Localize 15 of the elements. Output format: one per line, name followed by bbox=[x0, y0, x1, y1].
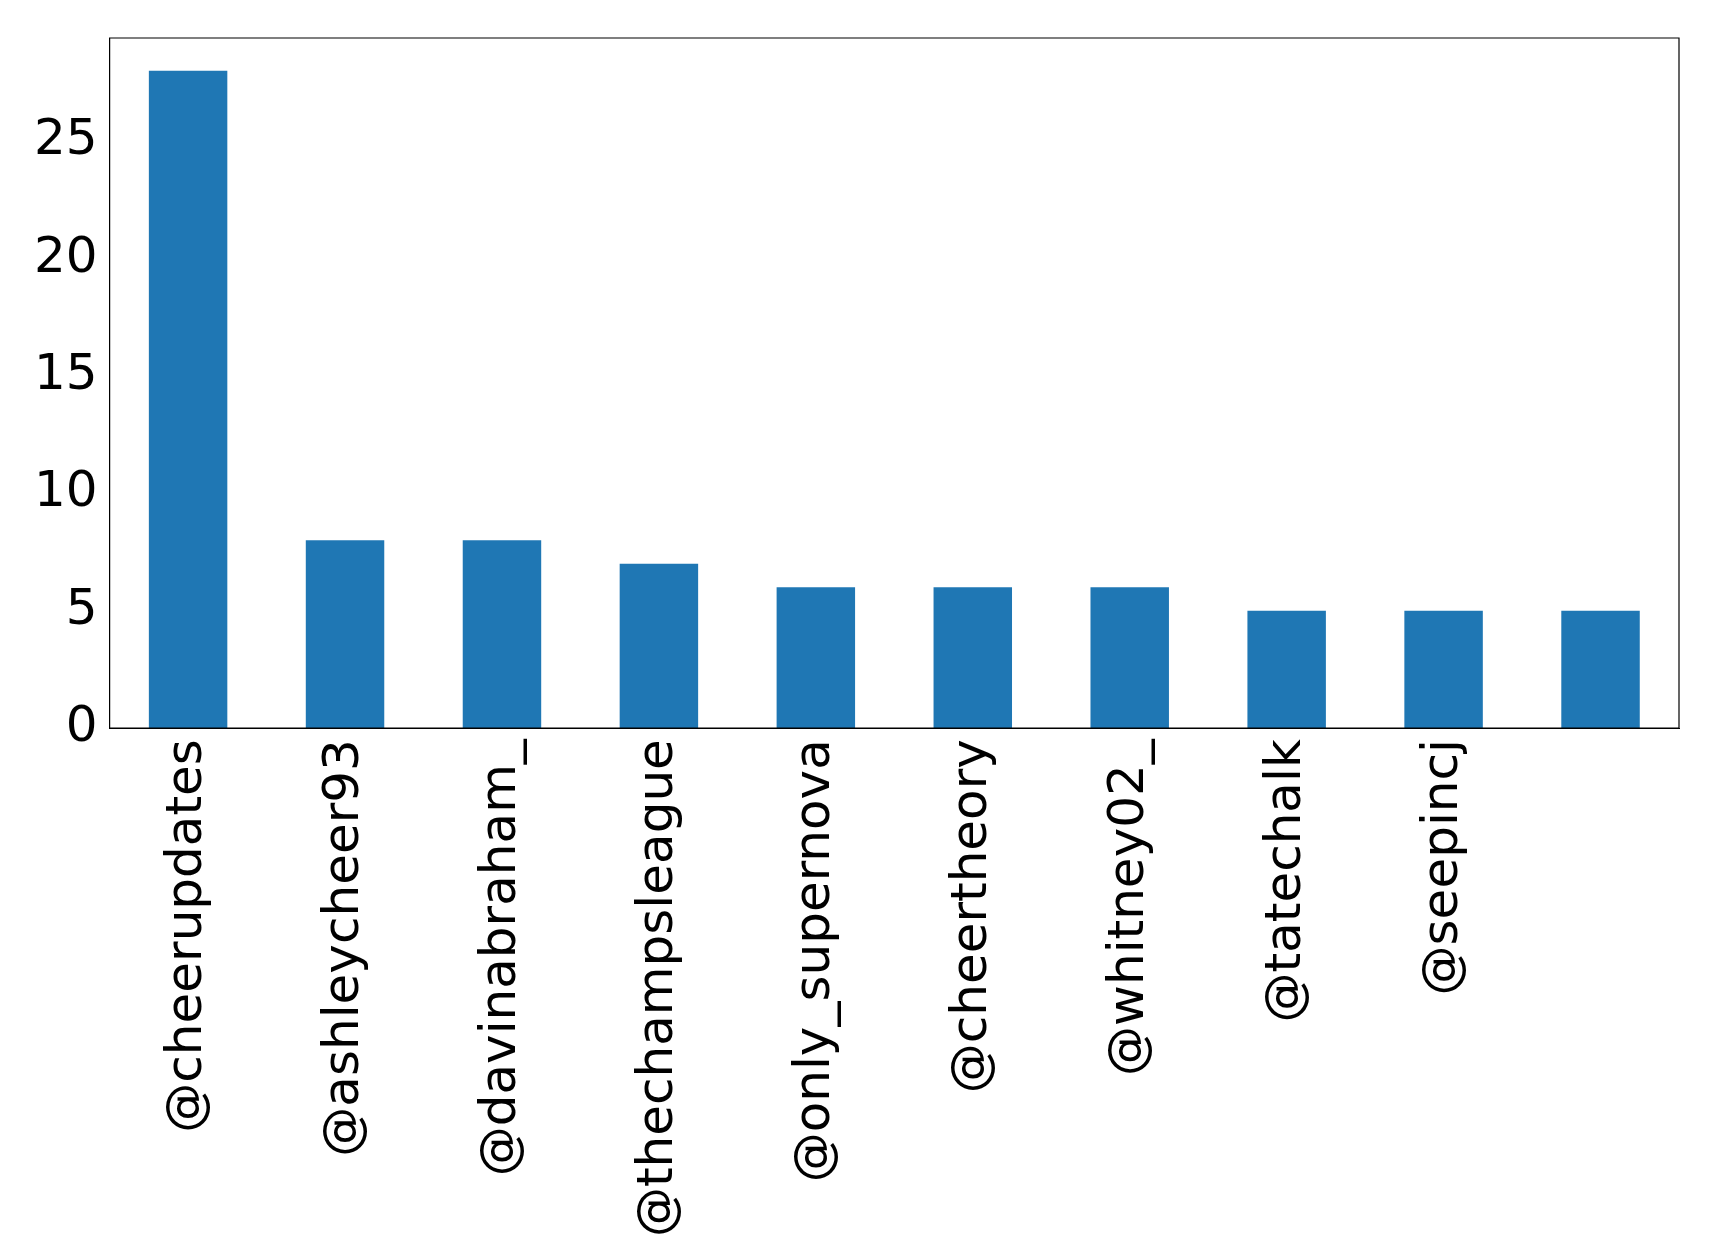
x-tick-label: @seepincj bbox=[1410, 739, 1469, 996]
y-tick-label: 25 bbox=[34, 108, 98, 167]
y-tick-label: 0 bbox=[65, 695, 98, 754]
x-tick-label: @tatechalk bbox=[1253, 739, 1312, 1023]
y-tick-label: 20 bbox=[34, 225, 98, 284]
x-tick-label: @cheerupdates bbox=[155, 739, 214, 1133]
x-tick-label: @davinabraham_ bbox=[468, 738, 527, 1177]
y-tick-label: 15 bbox=[34, 343, 98, 402]
x-tick-label: @whitney02_ bbox=[1096, 738, 1155, 1076]
x-tick-label: @only_supernova bbox=[782, 739, 841, 1183]
y-tick-label: 5 bbox=[65, 577, 98, 636]
x-tick-label: @ashleycheer93 bbox=[312, 739, 371, 1157]
y-tick-label: 10 bbox=[34, 460, 98, 519]
x-tick-label: @thechampsleague bbox=[625, 739, 684, 1238]
x-tick-label: @cheertheory bbox=[939, 739, 998, 1094]
